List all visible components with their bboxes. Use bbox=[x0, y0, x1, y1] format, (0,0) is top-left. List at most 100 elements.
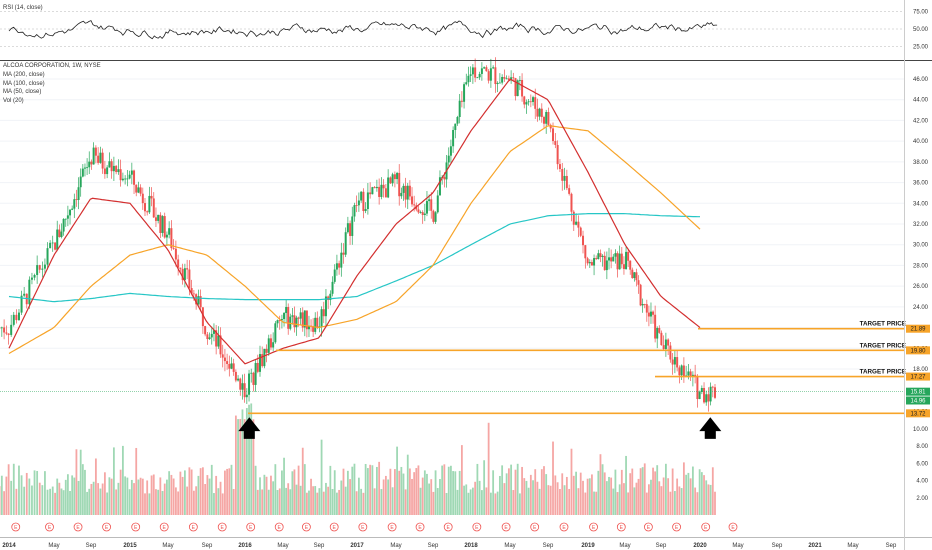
volume-bar bbox=[237, 419, 239, 515]
earnings-marker bbox=[358, 522, 368, 532]
candle-body bbox=[362, 191, 365, 212]
volume-bar bbox=[172, 478, 175, 515]
candle-body bbox=[563, 175, 566, 181]
volume-bar bbox=[287, 483, 290, 515]
candle-body bbox=[417, 209, 420, 213]
target-price-label: TARGET PRICE bbox=[860, 342, 906, 349]
candle-body bbox=[252, 372, 255, 385]
candle-body bbox=[400, 192, 403, 197]
volume-bar bbox=[254, 465, 257, 515]
candle-body bbox=[577, 221, 580, 228]
volume-bar bbox=[480, 490, 483, 515]
volume-bar bbox=[378, 461, 381, 515]
volume-bar bbox=[312, 486, 315, 515]
earnings-marker-label: E bbox=[418, 525, 422, 531]
volume-bar bbox=[707, 484, 710, 515]
volume-bar bbox=[423, 470, 426, 515]
candle-body bbox=[51, 242, 54, 244]
earnings-marker bbox=[301, 522, 311, 532]
volume-bar bbox=[428, 483, 431, 515]
volume-bar bbox=[489, 492, 492, 515]
candle-body bbox=[639, 284, 642, 306]
candle-body bbox=[419, 212, 422, 213]
earnings-marker bbox=[530, 522, 540, 532]
time-tick-label: Sep bbox=[886, 543, 897, 549]
candle-body bbox=[402, 185, 405, 193]
price-label-text: 17.27 bbox=[910, 375, 926, 381]
candle-body bbox=[159, 214, 162, 233]
time-tick-label: 2016 bbox=[238, 543, 252, 549]
volume-bar bbox=[213, 493, 215, 515]
volume-bar bbox=[99, 488, 102, 515]
candle-body bbox=[545, 112, 548, 124]
earnings-marker bbox=[246, 522, 256, 532]
candle-body bbox=[599, 253, 602, 257]
volume-bar bbox=[364, 463, 367, 515]
candle-body bbox=[391, 174, 394, 184]
earnings-marker-label: E bbox=[562, 525, 566, 531]
volume-bar bbox=[582, 480, 584, 515]
volume-bar bbox=[415, 468, 418, 515]
candle-body bbox=[148, 195, 151, 213]
volume-bar bbox=[243, 419, 246, 515]
candle-body bbox=[128, 174, 131, 179]
volume-bar bbox=[512, 490, 515, 515]
candle-body bbox=[97, 155, 100, 163]
volume-bar bbox=[183, 470, 186, 515]
volume-bar bbox=[208, 478, 211, 515]
earnings-marker-label: E bbox=[592, 525, 596, 531]
time-tick-label: 2015 bbox=[123, 543, 137, 549]
volume-bar bbox=[293, 469, 296, 515]
candle-body bbox=[393, 174, 396, 180]
candle-body bbox=[75, 199, 78, 201]
time-tick-label: Sep bbox=[202, 543, 213, 549]
candle-body bbox=[254, 362, 257, 385]
volume-bar bbox=[329, 465, 332, 515]
volume-bar bbox=[660, 486, 663, 515]
volume-bar bbox=[711, 467, 714, 515]
volume-bar bbox=[221, 493, 224, 515]
candle-body bbox=[660, 332, 663, 346]
candle-body bbox=[396, 172, 399, 180]
volume-bars bbox=[0, 403, 716, 515]
volume-bar bbox=[369, 464, 372, 515]
volume-bar bbox=[188, 467, 191, 515]
candle-body bbox=[283, 312, 286, 320]
candle-body bbox=[622, 264, 625, 270]
candle-body bbox=[698, 391, 701, 400]
candle-body bbox=[54, 242, 57, 250]
candle-body bbox=[694, 374, 697, 377]
time-tick-label: May bbox=[619, 543, 630, 549]
candle-body bbox=[217, 335, 220, 347]
volume-bar bbox=[234, 415, 237, 515]
earnings-marker-label: E bbox=[390, 525, 394, 531]
candle-body bbox=[88, 161, 91, 168]
time-tick-label: Sep bbox=[656, 543, 667, 549]
volume-bar bbox=[10, 480, 13, 515]
volume-bar bbox=[217, 488, 220, 515]
volume-bar bbox=[402, 473, 405, 515]
target-price-label: TARGET PRICE bbox=[860, 369, 906, 376]
candle-body bbox=[593, 258, 596, 266]
volume-bar bbox=[612, 488, 615, 515]
time-tick-label: May bbox=[277, 543, 288, 549]
volume-bar bbox=[351, 466, 354, 515]
volume-bar bbox=[124, 476, 127, 515]
volume-bar bbox=[226, 468, 229, 515]
volume-bar bbox=[331, 488, 334, 515]
volume-bar bbox=[703, 475, 705, 515]
earnings-marker-label: E bbox=[447, 525, 451, 531]
volume-bar bbox=[108, 477, 111, 515]
rsi-tick-label: 75.00 bbox=[913, 10, 929, 16]
candle-body bbox=[572, 211, 575, 225]
time-tick-label: 2014 bbox=[2, 543, 16, 549]
candle-body bbox=[199, 296, 202, 308]
candle-body bbox=[215, 330, 218, 347]
candle-body bbox=[0, 327, 1, 329]
candle-body bbox=[705, 394, 708, 403]
symbol-title: ALCOA CORPORATION, 1W, NYSE bbox=[3, 63, 101, 69]
volume-bar bbox=[458, 470, 461, 515]
legend-ma200: MA (200, close) bbox=[3, 71, 45, 78]
volume-bar bbox=[404, 489, 407, 515]
candle-body bbox=[389, 177, 392, 184]
